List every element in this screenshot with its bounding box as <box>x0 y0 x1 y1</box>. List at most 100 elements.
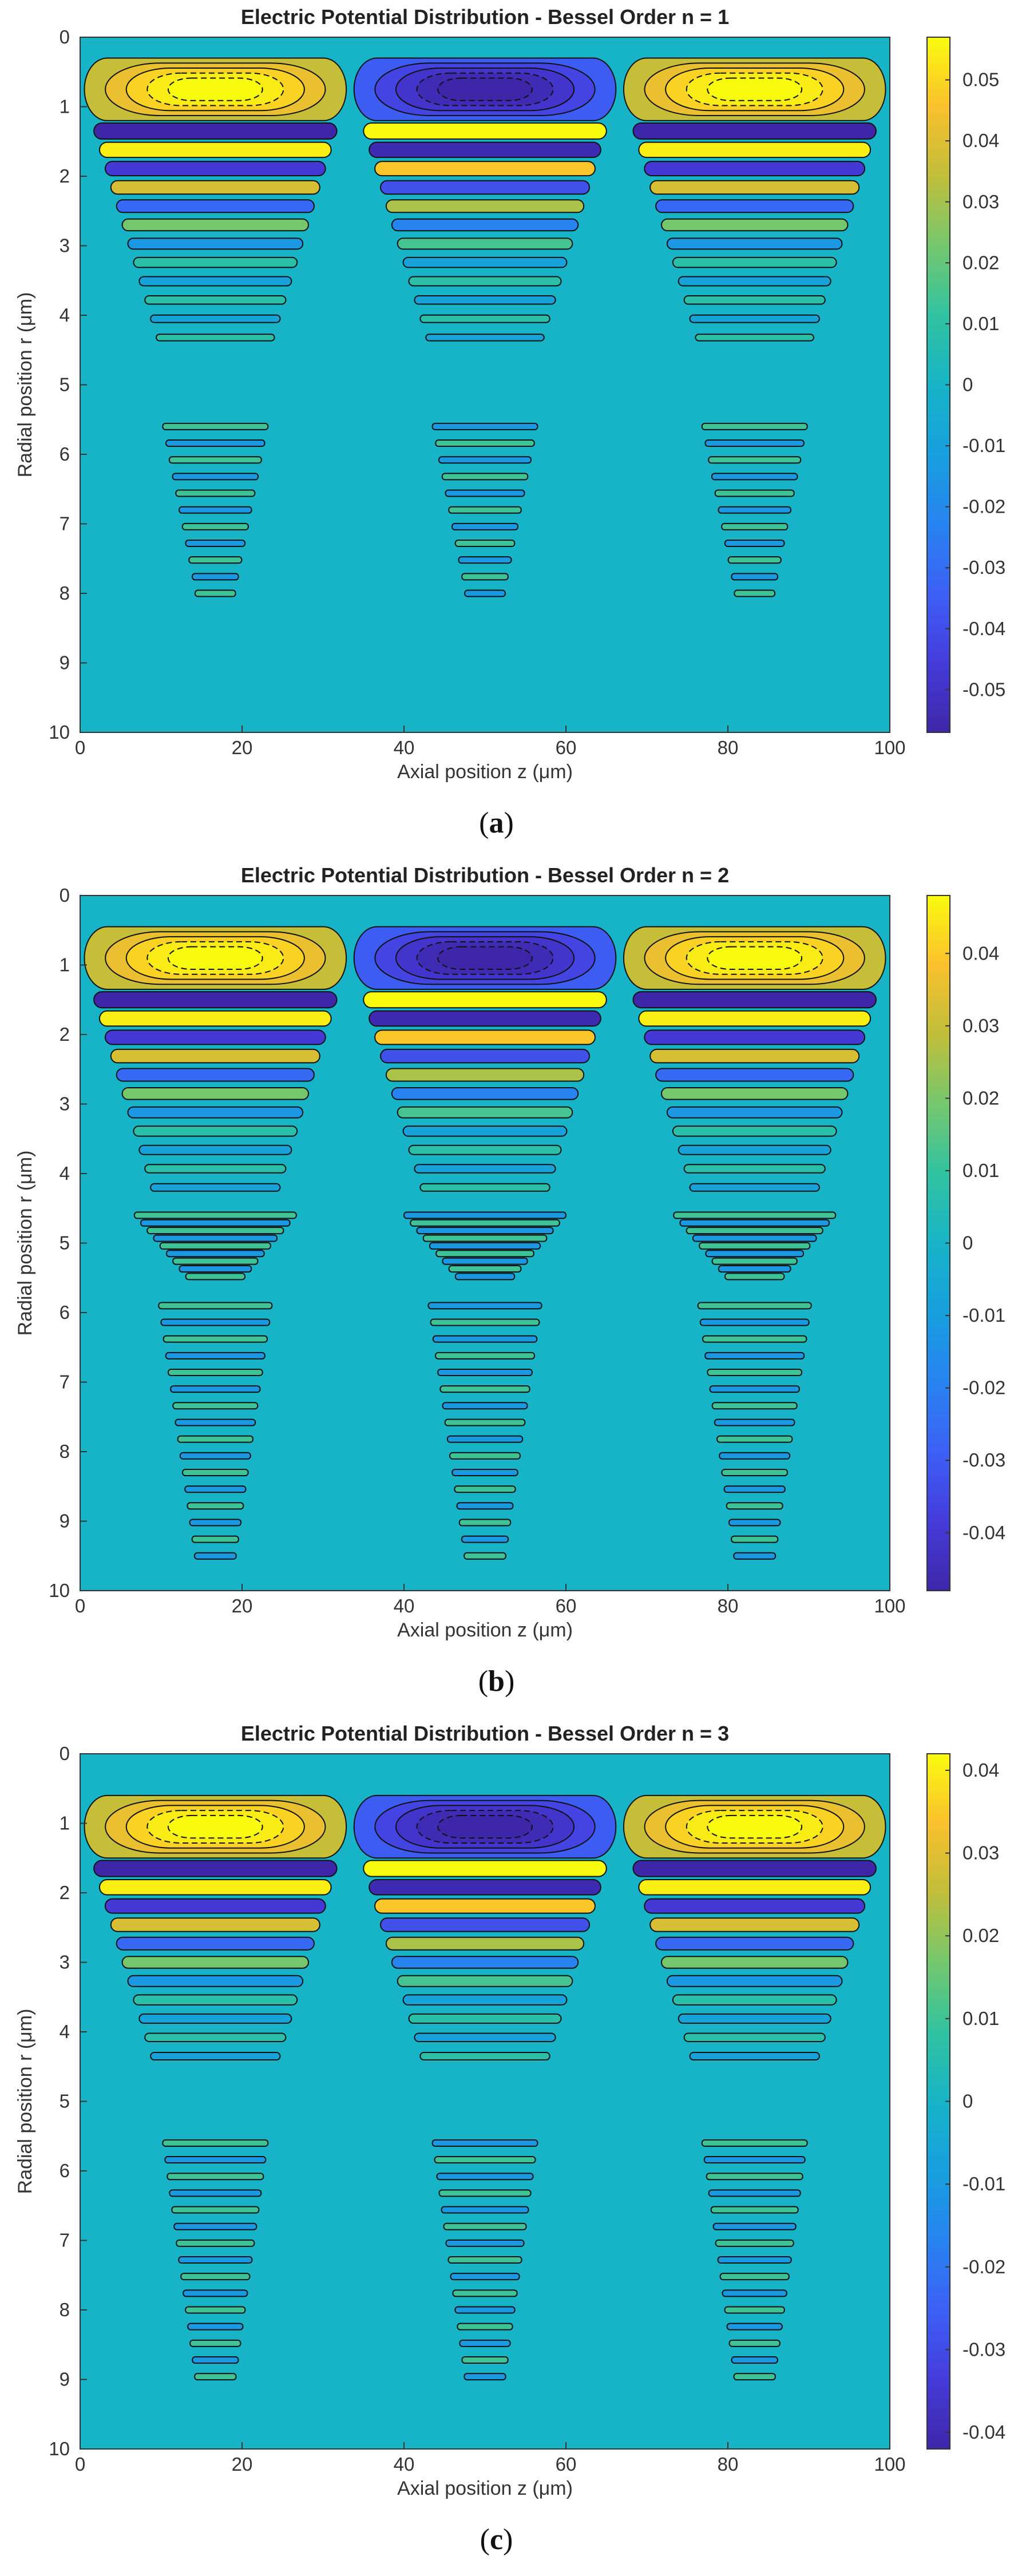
ripple-contour <box>133 256 298 268</box>
ripple-contour <box>464 2373 506 2381</box>
ripple-contour <box>434 1352 536 1360</box>
y-tick-label: 5 <box>60 2091 70 2112</box>
colorbar-tick-label: -0.05 <box>963 679 1005 700</box>
y-tick-label: 3 <box>60 1952 70 1973</box>
y-tick-label: 1 <box>60 96 70 117</box>
ripple-contour <box>707 1368 803 1376</box>
y-tick-label: 6 <box>60 2160 70 2181</box>
ripple-contour <box>164 2156 267 2164</box>
ripple-contour <box>724 540 785 548</box>
ripple-contour <box>689 314 820 323</box>
ripple-contour <box>172 473 259 481</box>
x-tick-label: 80 <box>718 2454 739 2475</box>
ripple-contour <box>121 1956 310 1969</box>
y-tick-label: 7 <box>60 2230 70 2251</box>
ripple-contour <box>150 314 281 323</box>
ripple-contour <box>165 1250 265 1258</box>
ripple-contour <box>683 295 826 305</box>
ripple-contour <box>165 439 266 447</box>
ripple-contour <box>441 473 529 481</box>
y-tick-label: 2 <box>60 1882 70 1903</box>
x-tick-label: 60 <box>556 2454 577 2475</box>
ripple-contour <box>454 1485 516 1493</box>
ripple-contour <box>731 1535 779 1543</box>
ripple-contour <box>188 556 243 564</box>
colorbar-tick-label: 0.02 <box>963 1925 999 1946</box>
main-lobe-contour <box>707 1814 803 1839</box>
ripple-contour <box>678 2013 831 2024</box>
ripple-contour <box>718 1265 791 1273</box>
x-tick-label: 20 <box>232 737 253 758</box>
ripple-contour <box>127 1106 304 1119</box>
ripple-contour <box>446 1435 524 1443</box>
ripple-contour <box>160 1318 271 1326</box>
ripple-contour <box>104 1029 326 1045</box>
ripple-contour <box>718 506 791 514</box>
y-tick-label: 0 <box>60 26 70 47</box>
ripple-contour <box>176 2239 255 2247</box>
ripple-contour <box>133 1994 298 2006</box>
ripple-contour <box>192 2356 239 2364</box>
y-tick-label: 10 <box>49 722 70 743</box>
ripple-contour <box>731 2356 778 2364</box>
ripple-contour <box>464 1552 506 1560</box>
ripple-contour <box>447 2256 522 2264</box>
ripple-contour <box>448 1265 522 1273</box>
panel-b: Electric Potential Distribution - Bessel… <box>0 858 1010 1717</box>
ripple-contour <box>457 2323 513 2331</box>
ripple-contour <box>159 1242 271 1250</box>
ripple-contour <box>167 1368 263 1376</box>
ripple-contour <box>673 1211 837 1219</box>
ripple-contour <box>644 161 866 177</box>
ripple-contour <box>435 1250 534 1258</box>
ripple-contour <box>722 2289 787 2297</box>
ripple-contour <box>189 2339 241 2347</box>
colorbar-tick-label: 0.03 <box>963 1015 999 1036</box>
ripple-contour <box>391 1087 579 1100</box>
ripple-contour <box>116 1068 315 1082</box>
colorbar-tick-label: 0.03 <box>963 191 999 212</box>
y-tick-label: 5 <box>60 1232 70 1254</box>
ripple-contour <box>98 1010 332 1027</box>
ripple-contour <box>715 2239 794 2247</box>
ripple-contour <box>144 2032 287 2042</box>
ripple-contour <box>710 2206 799 2214</box>
ripple-contour <box>138 1144 292 1155</box>
ripple-contour <box>369 141 601 158</box>
ripple-contour <box>127 1975 304 1987</box>
potential-field <box>84 57 886 597</box>
ripple-contour <box>679 1219 830 1227</box>
y-axis-label: Radial position r (μm) <box>14 292 36 478</box>
ripple-contour <box>167 2173 264 2181</box>
ripple-contour <box>427 1302 542 1310</box>
ripple-contour <box>422 1234 548 1242</box>
ripple-contour <box>163 1335 268 1343</box>
ripple-contour <box>104 161 326 177</box>
x-tick-label: 60 <box>556 1595 577 1616</box>
ripple-contour <box>632 122 877 140</box>
x-axis-label: Axial position z (μm) <box>397 761 573 783</box>
ripple-contour <box>458 1519 512 1527</box>
ripple-contour <box>414 295 556 305</box>
ripple-contour <box>397 1106 573 1119</box>
colorbar-tick-label: 0.01 <box>963 1160 999 1181</box>
ripple-contour <box>144 1164 287 1174</box>
x-tick-label: 100 <box>874 1595 905 1616</box>
ripple-contour <box>181 522 249 530</box>
y-tick-label: 7 <box>60 513 70 534</box>
y-tick-label: 1 <box>60 1813 70 1834</box>
ripple-contour <box>672 1994 837 2006</box>
x-tick-label: 100 <box>874 737 905 758</box>
ripple-contour <box>697 1302 812 1310</box>
ripple-contour <box>655 1068 854 1082</box>
x-tick-label: 0 <box>75 737 85 758</box>
ripple-contour <box>649 1917 860 1932</box>
x-tick-label: 80 <box>718 1595 739 1616</box>
ripple-contour <box>714 1418 795 1426</box>
ripple-contour <box>150 2052 281 2061</box>
ripple-contour <box>443 2222 527 2230</box>
ripple-contour <box>363 122 607 140</box>
main-lobe-contour <box>167 946 263 970</box>
chart-title: Electric Potential Distribution - Bessel… <box>241 1722 729 1745</box>
ripple-contour <box>172 1402 259 1410</box>
